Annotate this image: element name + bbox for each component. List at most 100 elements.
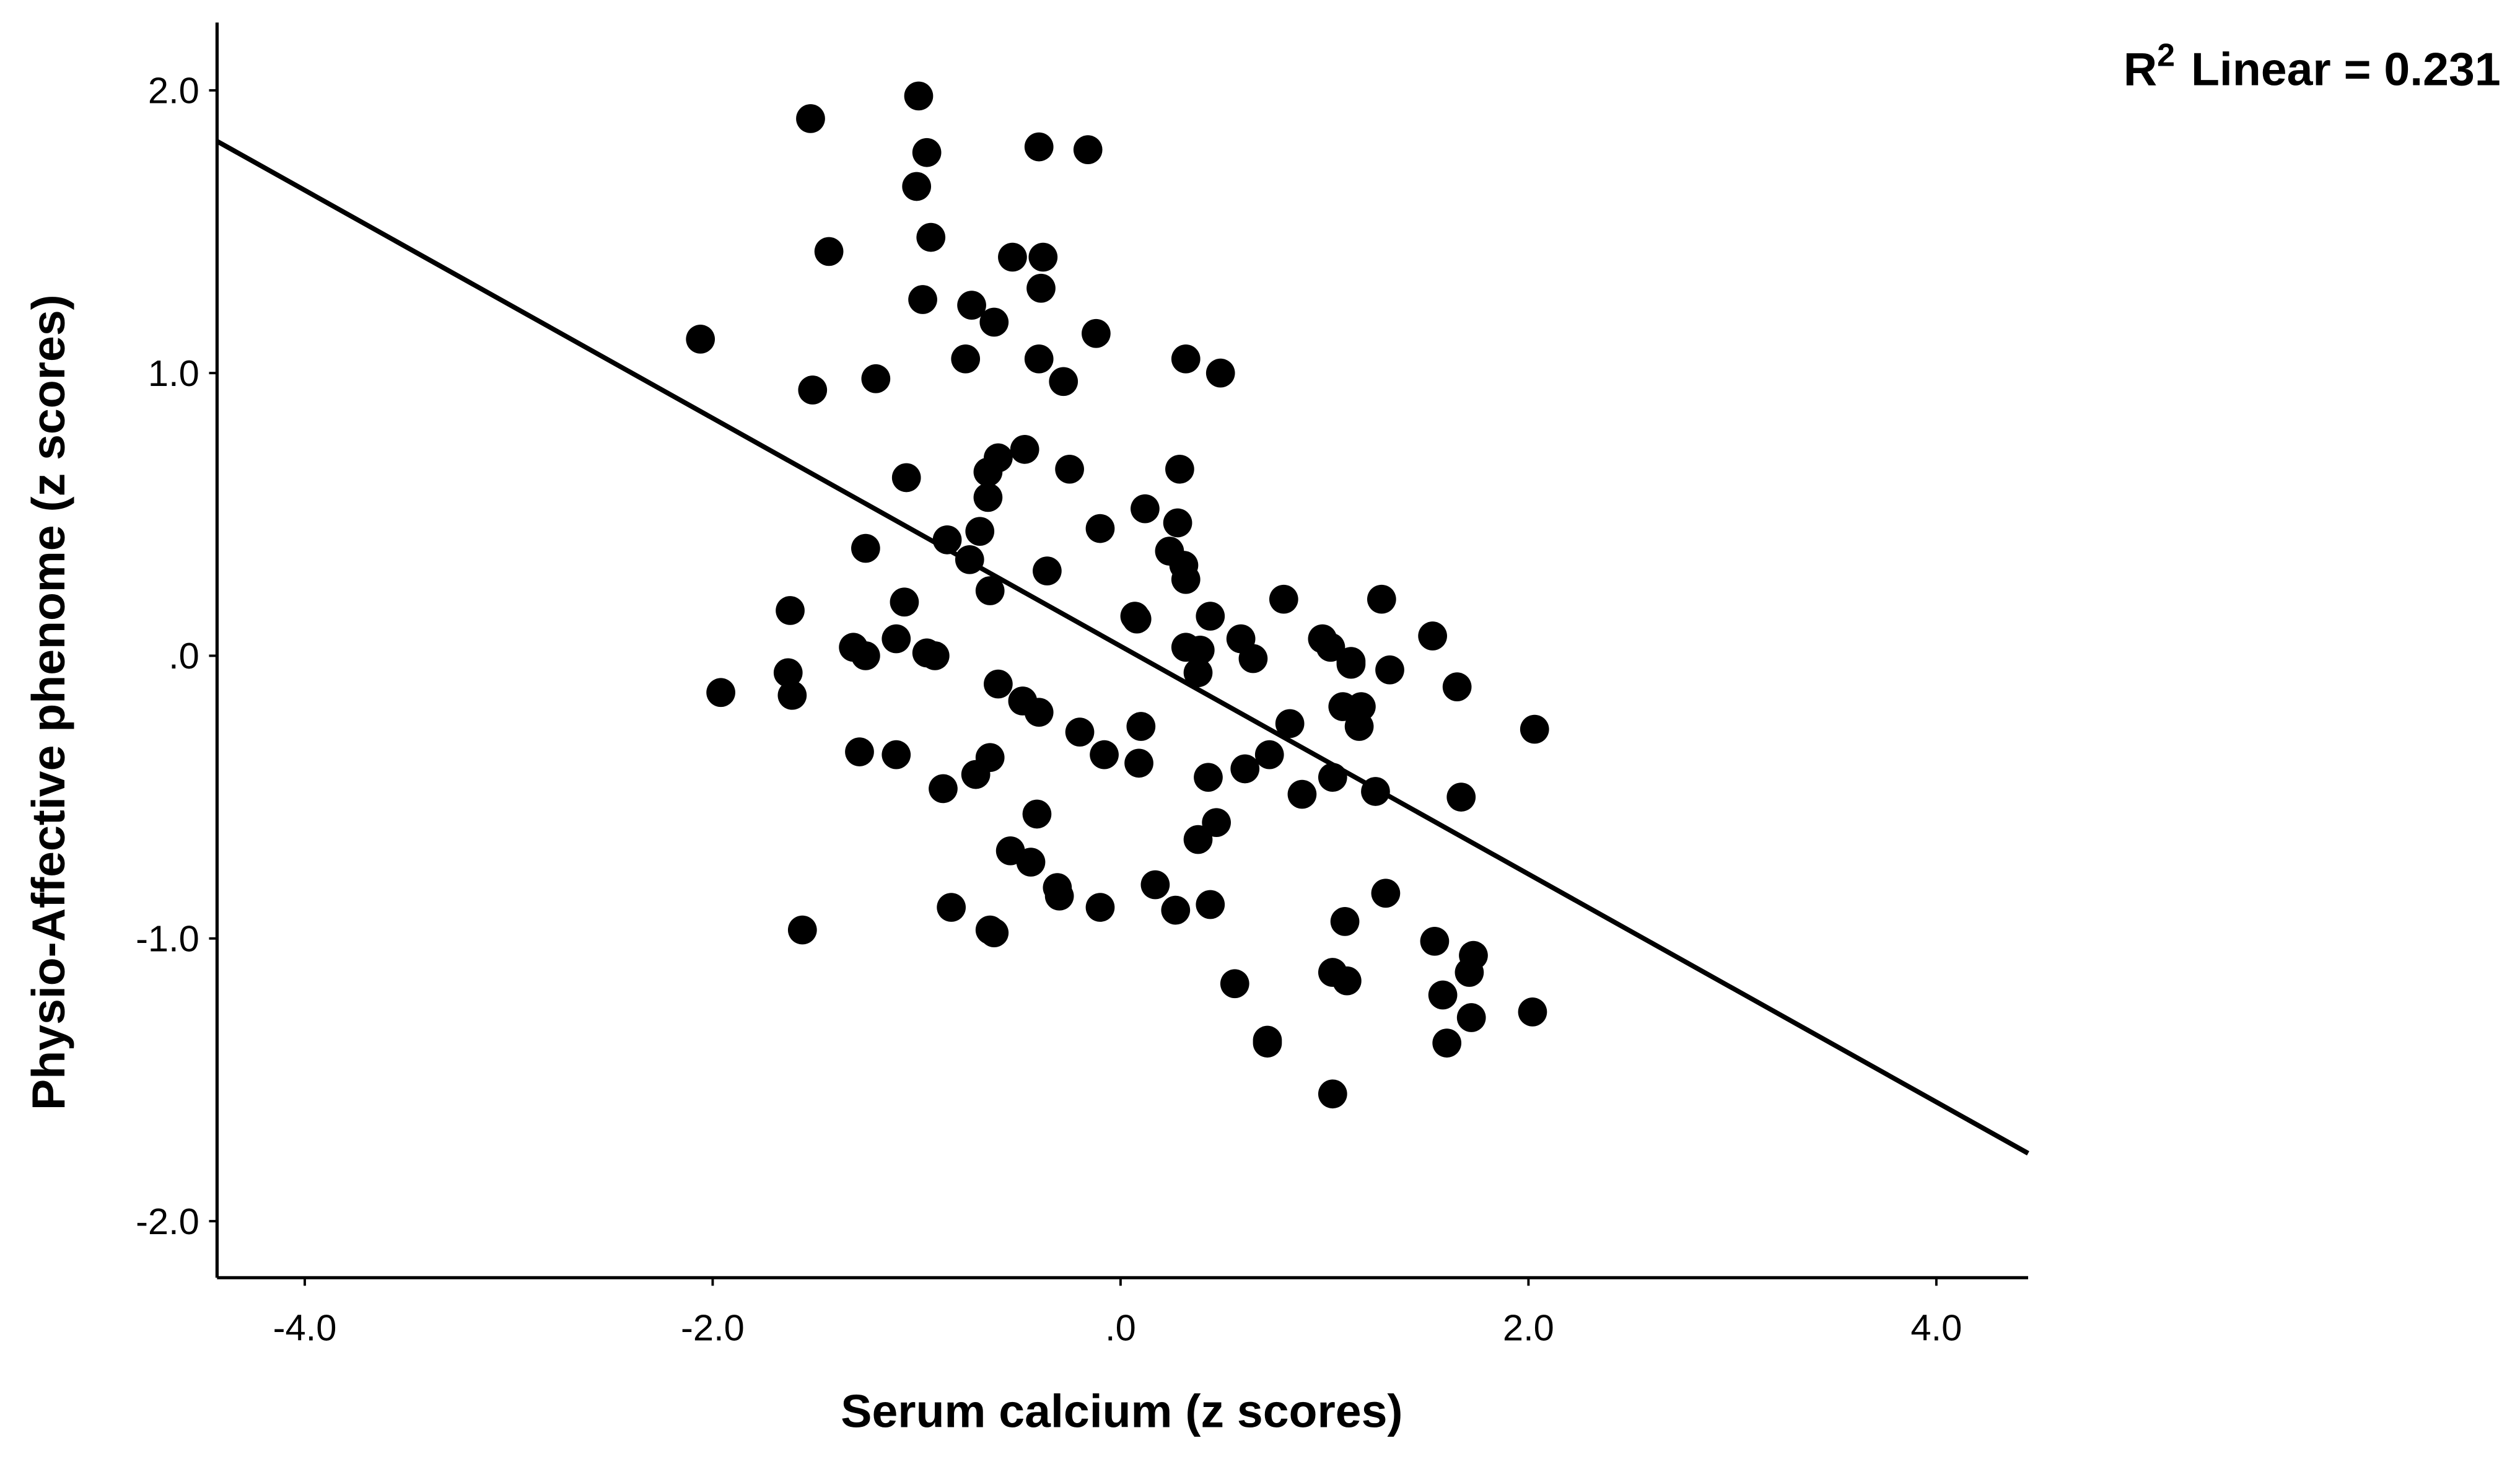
data-point bbox=[1418, 621, 1447, 651]
data-point bbox=[1044, 881, 1074, 911]
y-tick-label: -2.0 bbox=[136, 1201, 199, 1242]
data-point bbox=[1196, 602, 1225, 631]
y-tick-label: 1.0 bbox=[148, 353, 199, 394]
data-point bbox=[1161, 895, 1191, 925]
fit-line bbox=[216, 139, 2029, 1155]
data-point bbox=[1065, 717, 1095, 747]
data-point bbox=[965, 517, 995, 546]
data-point bbox=[1344, 712, 1374, 741]
data-point bbox=[1316, 633, 1345, 662]
data-point bbox=[1371, 879, 1401, 908]
data-point bbox=[955, 545, 984, 574]
data-point bbox=[1455, 958, 1484, 987]
annotation-text: Linear = 0.231 bbox=[2191, 43, 2501, 95]
data-point bbox=[882, 740, 911, 769]
data-point bbox=[904, 81, 934, 111]
data-point bbox=[1024, 344, 1054, 374]
data-point bbox=[1010, 434, 1039, 464]
data-point bbox=[998, 242, 1027, 272]
data-point bbox=[975, 576, 1005, 605]
data-point bbox=[1318, 1079, 1347, 1109]
x-tick-label: -4.0 bbox=[273, 1307, 337, 1348]
data-point bbox=[1165, 454, 1194, 484]
data-point bbox=[1202, 808, 1231, 838]
data-point bbox=[957, 291, 986, 320]
data-point bbox=[1446, 782, 1476, 812]
data-point bbox=[984, 669, 1013, 699]
data-point bbox=[1028, 242, 1058, 272]
data-point bbox=[1205, 358, 1235, 388]
data-point bbox=[1336, 649, 1366, 679]
data-point bbox=[851, 533, 880, 563]
data-point bbox=[1126, 712, 1156, 741]
data-point bbox=[1194, 763, 1223, 792]
data-point bbox=[1140, 870, 1170, 900]
data-point bbox=[777, 680, 807, 710]
data-point bbox=[1024, 132, 1054, 162]
data-point bbox=[890, 587, 919, 617]
data-point bbox=[1171, 564, 1201, 594]
y-tick-label: -1.0 bbox=[136, 918, 199, 960]
data-point bbox=[1456, 1003, 1486, 1032]
data-point bbox=[1254, 740, 1284, 769]
data-point bbox=[916, 222, 946, 252]
data-point bbox=[932, 525, 962, 554]
data-point bbox=[1085, 893, 1115, 922]
data-point bbox=[1124, 748, 1153, 778]
data-point bbox=[1520, 714, 1549, 744]
annotation-exponent: 2 bbox=[2157, 37, 2175, 72]
y-axis-title: Physio-Affective phenome (z scores) bbox=[22, 294, 74, 1110]
data-point bbox=[1024, 698, 1054, 727]
data-point bbox=[1026, 273, 1056, 303]
data-point bbox=[973, 457, 1003, 487]
data-point bbox=[1361, 777, 1390, 806]
data-point bbox=[1253, 1028, 1282, 1058]
data-point bbox=[1022, 799, 1052, 829]
x-tick-label: 2.0 bbox=[1503, 1307, 1554, 1348]
data-point bbox=[1183, 658, 1213, 688]
data-point bbox=[961, 760, 991, 789]
data-point bbox=[1318, 763, 1347, 792]
data-point bbox=[1033, 556, 1062, 585]
data-point bbox=[1428, 980, 1458, 1010]
data-point bbox=[979, 307, 1009, 337]
data-point bbox=[1238, 644, 1268, 673]
data-point bbox=[882, 624, 911, 654]
data-point bbox=[1183, 825, 1213, 854]
data-point bbox=[908, 285, 937, 314]
data-point bbox=[1230, 754, 1260, 784]
data-point bbox=[1442, 672, 1472, 701]
data-point bbox=[814, 237, 844, 266]
data-point bbox=[1049, 367, 1078, 397]
data-point bbox=[1185, 635, 1215, 665]
data-point bbox=[1275, 709, 1305, 738]
data-point bbox=[929, 774, 958, 804]
data-point bbox=[787, 915, 817, 945]
data-point bbox=[776, 596, 805, 625]
y-tick-label: .0 bbox=[168, 635, 199, 677]
data-point bbox=[920, 641, 950, 670]
data-point bbox=[1082, 318, 1111, 348]
data-point bbox=[1131, 494, 1160, 524]
data-point bbox=[1287, 779, 1317, 809]
data-point bbox=[1171, 344, 1201, 374]
x-tick-label: -2.0 bbox=[681, 1307, 745, 1348]
data-point bbox=[1055, 454, 1084, 484]
data-point bbox=[902, 172, 932, 201]
data-point bbox=[1163, 508, 1192, 538]
x-axis-title: Serum calcium (z scores) bbox=[841, 1385, 1402, 1437]
data-point bbox=[1330, 907, 1360, 936]
data-point bbox=[706, 678, 735, 708]
x-tick-label: 4.0 bbox=[1910, 1307, 1962, 1348]
data-point bbox=[951, 344, 981, 374]
data-point bbox=[1367, 584, 1396, 614]
data-point bbox=[1196, 890, 1225, 919]
data-point bbox=[798, 375, 828, 405]
data-point bbox=[912, 138, 942, 167]
data-point bbox=[1269, 584, 1298, 614]
data-point bbox=[1332, 966, 1362, 996]
y-tick-label: 2.0 bbox=[148, 70, 199, 112]
